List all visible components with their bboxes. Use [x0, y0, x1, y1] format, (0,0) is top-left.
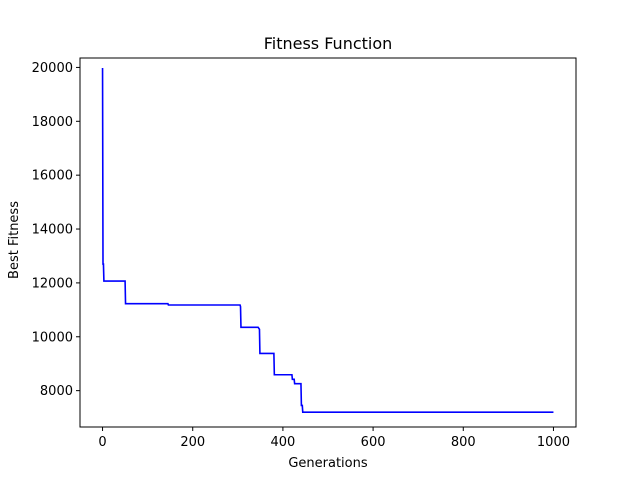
x-tick-label: 800: [451, 435, 476, 450]
y-axis: 8000 10000 12000 14000 16000 18000 20000: [32, 61, 80, 399]
y-tick-label: 14000: [32, 223, 73, 238]
x-axis: 0 200 400 600 800 1000: [98, 427, 570, 450]
x-tick-label: 400: [270, 435, 295, 450]
x-tick-label: 200: [180, 435, 205, 450]
y-tick-label: 20000: [32, 61, 73, 76]
plot-frame: [79, 57, 577, 428]
series-line-0: [101, 67, 554, 413]
y-tick-label: 18000: [32, 115, 73, 130]
y-tick-label: 8000: [40, 384, 73, 399]
plot-area: [101, 67, 554, 413]
y-tick-label: 16000: [32, 169, 73, 184]
x-tick-label: 600: [361, 435, 386, 450]
chart-title: Fitness Function: [264, 34, 393, 53]
x-tick-label: 1000: [537, 435, 570, 450]
x-tick-label: 0: [98, 435, 106, 450]
x-axis-label: Generations: [288, 456, 368, 471]
y-tick-label: 12000: [32, 276, 73, 291]
y-axis-label: Best Fitness: [7, 201, 22, 279]
y-tick-label: 10000: [32, 330, 73, 345]
